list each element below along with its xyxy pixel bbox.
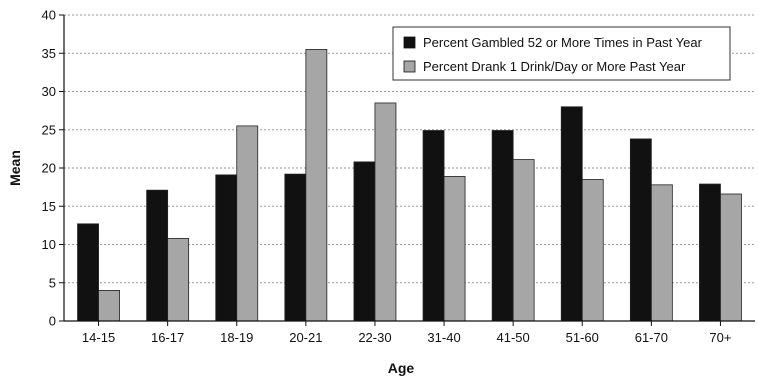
y-tick-label: 15 [42, 199, 56, 214]
bar-gambled-16-17 [146, 189, 169, 322]
y-tick-label: 30 [42, 84, 56, 99]
y-tick-label: 20 [42, 161, 56, 176]
x-tick-label: 16-17 [151, 330, 184, 345]
bar-drank-41-50 [512, 159, 535, 322]
y-tick-label: 25 [42, 122, 56, 137]
y-tick-labels: 0 5 10 15 20 25 30 35 40 [42, 8, 56, 329]
bar-drank-14-15 [98, 289, 120, 322]
bar-drank-51-60 [581, 179, 604, 322]
legend-label-gambled: Percent Gambled 52 or More Times in Past… [423, 35, 703, 50]
y-tick-label: 40 [42, 8, 56, 23]
legend: Percent Gambled 52 or More Times in Past… [392, 26, 731, 81]
legend-swatch-gambled [403, 36, 416, 49]
bar-gambled-18-19 [215, 174, 238, 322]
legend-box [392, 26, 731, 81]
bar-gambled-20-21 [284, 173, 307, 322]
bar-drank-31-40 [443, 176, 466, 322]
bar-drank-61-70 [650, 184, 673, 322]
y-tick-label: 5 [49, 275, 56, 290]
y-axis-title: Mean [7, 150, 23, 186]
bar-gambled-70+ [699, 183, 721, 322]
bar-drank-70+ [720, 193, 742, 322]
y-tick-label: 0 [49, 314, 56, 329]
bar-gambled-61-70 [629, 138, 652, 322]
x-tick-label: 51-60 [566, 330, 599, 345]
bar-gambled-41-50 [491, 130, 514, 322]
x-tick-label: 22-30 [358, 330, 391, 345]
axes [59, 14, 755, 326]
x-axis-title: Age [388, 360, 415, 376]
bar-drank-20-21 [305, 49, 328, 322]
legend-swatch-drank [403, 60, 416, 73]
bar-drank-18-19 [236, 125, 259, 322]
bar-gambled-31-40 [422, 130, 445, 322]
x-tick-label: 61-70 [635, 330, 668, 345]
y-tick-label: 10 [42, 237, 56, 252]
x-tick-label: 31-40 [427, 330, 460, 345]
x-tick-label: 70+ [709, 330, 731, 345]
x-tick-labels: 14-15 16-17 18-19 20-21 22-30 31-40 41-50 51-60… [82, 330, 732, 345]
bars [77, 49, 742, 322]
bar-gambled-51-60 [560, 106, 583, 322]
legend-label-drank: Percent Drank 1 Drink/Day or More Past Y… [423, 59, 686, 74]
x-tick-label: 41-50 [497, 330, 530, 345]
bar-gambled-22-30 [353, 161, 376, 322]
bar-drank-16-17 [167, 237, 190, 322]
y-tick-label: 35 [42, 46, 56, 61]
bar-gambled-14-15 [77, 223, 99, 322]
x-tick-label: 14-15 [82, 330, 115, 345]
bar-drank-22-30 [374, 102, 397, 322]
x-tick-label: 20-21 [289, 330, 322, 345]
x-tick-label: 18-19 [220, 330, 253, 345]
